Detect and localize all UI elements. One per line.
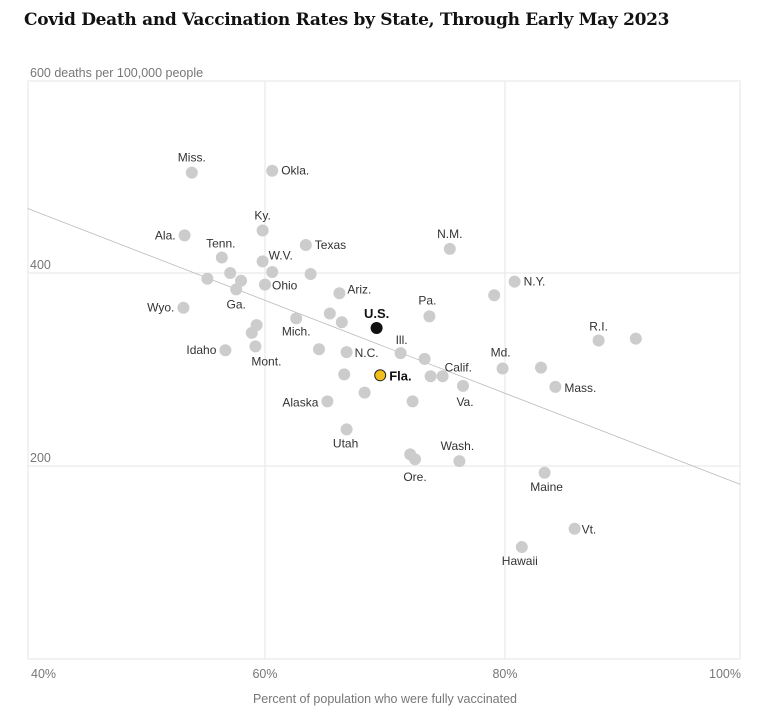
point-label: Ohio xyxy=(272,279,298,293)
data-point xyxy=(338,368,351,381)
data-point xyxy=(409,453,421,466)
data-point xyxy=(313,343,325,356)
data-point xyxy=(249,340,262,353)
data-point xyxy=(321,395,334,408)
point-label: Ala. xyxy=(155,228,176,242)
data-point xyxy=(201,272,214,285)
data-point xyxy=(629,332,642,345)
point-label: Tenn. xyxy=(206,237,235,251)
point-label: Wyo. xyxy=(147,301,174,315)
data-point xyxy=(496,362,509,375)
data-point xyxy=(515,541,528,554)
point-label: Hawaii xyxy=(502,554,538,568)
x-axis-label: Percent of population who were fully vac… xyxy=(253,692,517,706)
data-point xyxy=(538,466,551,479)
plot-frame xyxy=(27,80,741,660)
point-label: U.S. xyxy=(364,306,389,321)
data-point xyxy=(418,352,431,365)
data-point xyxy=(215,251,228,264)
point-label: Va. xyxy=(456,395,473,409)
data-point xyxy=(185,166,198,179)
data-point xyxy=(256,255,269,268)
point-label: Fla. xyxy=(389,368,411,383)
data-point xyxy=(299,239,312,252)
x-tick-label: 40% xyxy=(31,667,56,681)
point-label: Idaho xyxy=(186,343,216,357)
x-tick-label: 60% xyxy=(252,667,277,681)
trend-line xyxy=(27,207,741,485)
point-label: N.Y. xyxy=(524,275,546,289)
data-point xyxy=(568,522,581,535)
point-label: N.M. xyxy=(437,227,462,241)
data-point xyxy=(340,346,353,359)
point-label: Mass. xyxy=(564,381,596,395)
data-point-us xyxy=(370,322,383,335)
point-label: Alaska xyxy=(282,395,318,409)
data-point xyxy=(443,242,456,255)
point-label: Mich. xyxy=(282,324,311,338)
data-point xyxy=(457,379,469,392)
point-label: Utah xyxy=(333,436,358,450)
point-label: Maine xyxy=(530,480,563,494)
point-label: Texas xyxy=(315,238,346,252)
data-point xyxy=(423,310,436,323)
data-point xyxy=(592,334,605,347)
data-point xyxy=(323,307,336,320)
data-point xyxy=(453,455,466,468)
point-label: Calif. xyxy=(445,360,472,374)
point-label: Ore. xyxy=(403,470,426,484)
data-point xyxy=(259,278,271,291)
data-point xyxy=(406,395,419,408)
data-point-fla xyxy=(374,369,387,382)
data-point xyxy=(488,289,501,302)
data-point xyxy=(290,312,303,325)
x-tick-label: 100% xyxy=(709,667,741,681)
point-label: Vt. xyxy=(582,523,597,537)
chart-title: Covid Death and Vaccination Rates by Sta… xyxy=(24,10,670,30)
data-point xyxy=(266,266,279,279)
data-point xyxy=(340,423,353,436)
data-point xyxy=(436,370,449,383)
point-label: Miss. xyxy=(178,151,206,165)
point-label: Pa. xyxy=(418,293,436,307)
point-label: N.C. xyxy=(355,346,379,360)
data-point xyxy=(219,344,232,357)
y-axis-label: 600 deaths per 100,000 people xyxy=(30,66,203,80)
data-point xyxy=(508,275,521,288)
point-label: Wash. xyxy=(441,439,475,453)
point-label: Md. xyxy=(491,346,511,360)
data-point xyxy=(256,224,269,237)
data-point xyxy=(178,229,191,242)
x-tick-label: 80% xyxy=(492,667,517,681)
data-point xyxy=(335,316,348,329)
data-point xyxy=(549,380,562,393)
point-label: Ariz. xyxy=(347,282,371,296)
point-label: W.V. xyxy=(269,248,293,262)
point-label: Mont. xyxy=(251,354,281,368)
data-point xyxy=(266,164,279,177)
data-point xyxy=(333,287,346,300)
y-tick-label: 200 xyxy=(30,451,51,465)
data-point xyxy=(230,283,243,296)
y-tick-label: 400 xyxy=(30,258,51,272)
data-point xyxy=(424,370,437,383)
data-point xyxy=(177,301,190,314)
point-label: Ky. xyxy=(254,209,270,223)
data-point xyxy=(358,386,371,399)
data-point xyxy=(394,347,407,360)
point-label: Ill. xyxy=(396,333,408,347)
data-point xyxy=(224,267,237,279)
data-point xyxy=(245,326,258,339)
data-point xyxy=(535,361,547,374)
point-label: R.I. xyxy=(589,320,608,334)
point-label: Okla. xyxy=(281,164,309,178)
point-label: Ga. xyxy=(227,297,246,311)
data-point xyxy=(304,267,317,280)
